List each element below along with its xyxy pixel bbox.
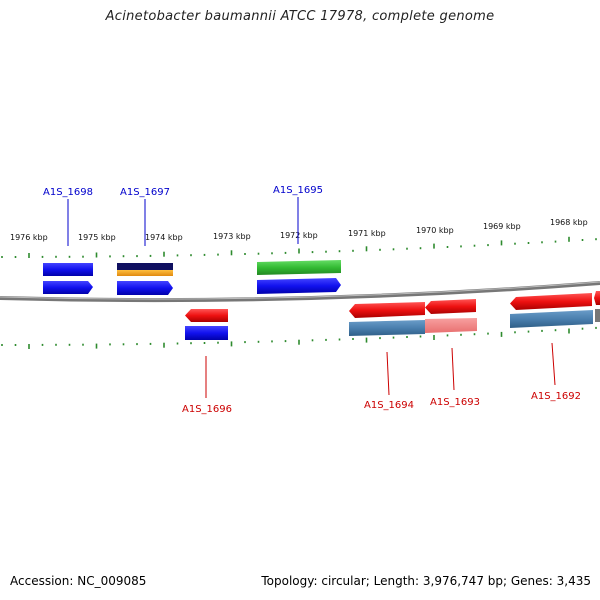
scale-label: 1972 kbp bbox=[280, 231, 318, 240]
gene-label[interactable]: A1S_1693 bbox=[430, 397, 480, 408]
cds-arrow-reverse[interactable] bbox=[594, 291, 600, 305]
upper-tick-track bbox=[1, 236, 597, 258]
gene-label[interactable]: A1S_1694 bbox=[364, 400, 414, 411]
gene-feature[interactable] bbox=[117, 270, 173, 276]
gene-label[interactable]: A1S_1698 bbox=[43, 187, 93, 198]
scale-label: 1975 kbp bbox=[78, 233, 116, 242]
gene-label[interactable]: A1S_1695 bbox=[273, 185, 323, 196]
scale-label: 1971 kbp bbox=[348, 229, 386, 238]
gene-label[interactable]: A1S_1697 bbox=[120, 187, 170, 198]
cds-arrow-reverse[interactable] bbox=[185, 309, 228, 322]
genome-title: Acinetobacter baumannii ATCC 17978, comp… bbox=[105, 9, 495, 24]
gene-feature[interactable] bbox=[510, 310, 593, 328]
genome-summary-text: Topology: circular; Length: 3,976,747 bp… bbox=[261, 574, 591, 588]
cds-arrow-reverse[interactable] bbox=[349, 302, 425, 318]
scale-label: 1968 kbp bbox=[550, 218, 588, 227]
scale-label: 1974 kbp bbox=[145, 233, 183, 242]
minus-strand-features bbox=[185, 291, 600, 340]
leader-lines bbox=[67, 197, 556, 398]
cds-arrow-forward[interactable] bbox=[117, 281, 173, 295]
gene-feature[interactable] bbox=[257, 260, 341, 275]
cds-arrow-reverse[interactable] bbox=[510, 293, 592, 310]
cds-arrow-reverse[interactable] bbox=[425, 299, 476, 314]
scale-label: 1973 kbp bbox=[213, 232, 251, 241]
lower-tick-track bbox=[1, 326, 597, 349]
gene-feature[interactable] bbox=[185, 326, 228, 340]
cds-arrow-forward[interactable] bbox=[257, 278, 341, 294]
scale-labels: 1976 kbp 1975 kbp 1974 kbp 1973 kbp 1972… bbox=[10, 218, 588, 242]
gene-labels: A1S_1698 A1S_1697 A1S_1695 A1S_1696 A1S_… bbox=[43, 185, 581, 415]
scale-label: 1976 kbp bbox=[10, 233, 48, 242]
scale-label: 1970 kbp bbox=[416, 226, 454, 235]
gene-label[interactable]: A1S_1692 bbox=[531, 391, 581, 402]
gene-label[interactable]: A1S_1696 bbox=[182, 404, 232, 415]
gene-feature[interactable] bbox=[43, 263, 93, 276]
plus-strand-features bbox=[43, 260, 341, 295]
cds-arrow-forward[interactable] bbox=[43, 281, 93, 294]
gene-feature[interactable] bbox=[349, 320, 425, 336]
gene-feature[interactable] bbox=[595, 309, 600, 322]
accession-text: Accession: NC_009085 bbox=[10, 574, 147, 588]
scale-label: 1969 kbp bbox=[483, 222, 521, 231]
genome-backbone bbox=[0, 281, 600, 303]
gene-feature[interactable] bbox=[425, 318, 477, 333]
gene-feature[interactable] bbox=[117, 263, 173, 270]
